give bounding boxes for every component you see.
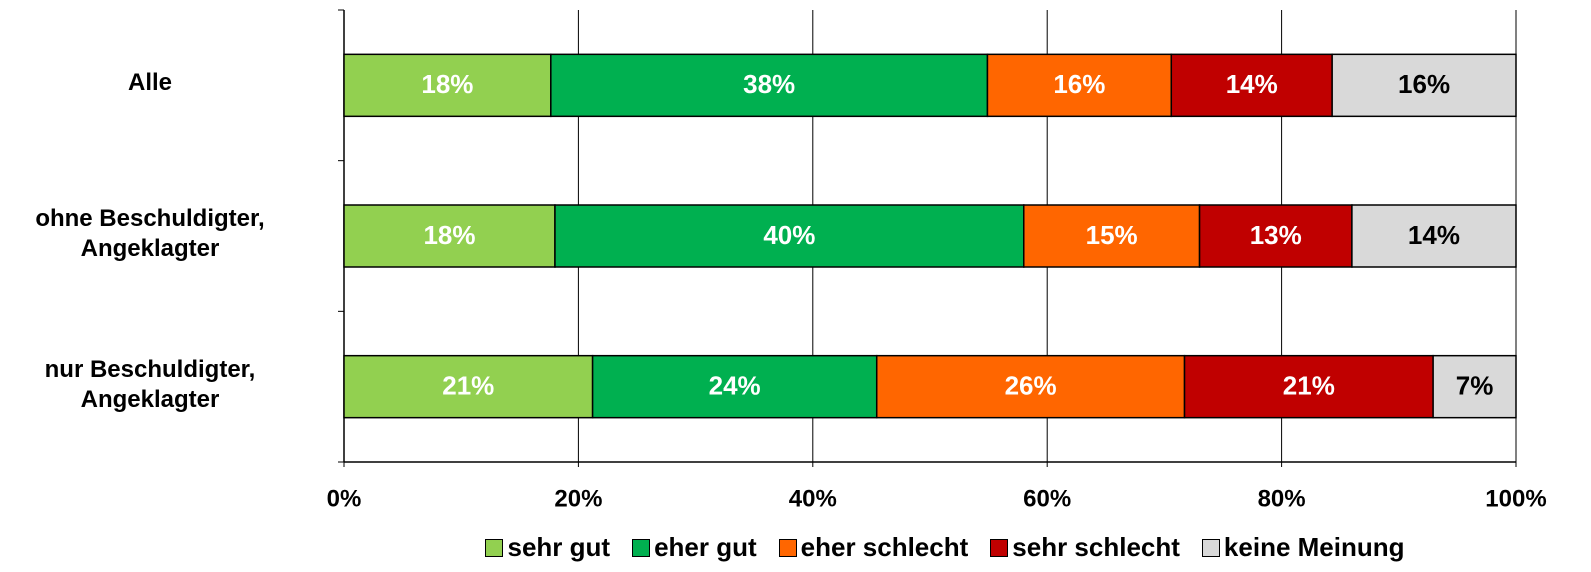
y-tick-label: Alle bbox=[127, 69, 172, 97]
legend-label: sehr gut bbox=[507, 532, 611, 562]
legend-item: sehr gut bbox=[485, 532, 610, 563]
legend-swatch bbox=[632, 538, 651, 557]
x-tick-label: 80% bbox=[1258, 485, 1306, 512]
data-label: 18% bbox=[421, 69, 473, 99]
x-tick-label: 100% bbox=[1485, 485, 1546, 512]
data-label: 24% bbox=[709, 371, 761, 401]
legend-item: keine Meinung bbox=[1201, 532, 1405, 563]
legend-label: keine Meinung bbox=[1223, 532, 1405, 562]
data-label: 16% bbox=[1398, 69, 1450, 99]
bar-segment bbox=[875, 354, 1186, 419]
legend-label: sehr schlecht bbox=[1012, 532, 1180, 562]
legend-item: sehr schlecht bbox=[990, 532, 1180, 563]
legend-item: eher gut bbox=[632, 532, 757, 563]
data-label: 14% bbox=[1226, 69, 1278, 99]
data-label: 40% bbox=[763, 220, 815, 250]
legend-swatch bbox=[485, 538, 504, 557]
x-tick-label: 60% bbox=[1023, 485, 1071, 512]
data-label: 18% bbox=[423, 220, 475, 250]
data-label: 13% bbox=[1250, 220, 1302, 250]
legend-label: eher schlecht bbox=[800, 532, 969, 562]
bar-segment bbox=[343, 53, 552, 118]
data-label: 15% bbox=[1086, 220, 1138, 250]
legend-swatch bbox=[1201, 538, 1220, 557]
legend: sehr gut eher gut eher schlecht sehr schlec… bbox=[330, 532, 1560, 563]
bar-segment bbox=[1351, 204, 1517, 268]
data-label: 16% bbox=[1053, 69, 1105, 99]
legend-swatch bbox=[990, 538, 1009, 557]
bar-segment bbox=[1023, 204, 1201, 268]
data-label: 7% bbox=[1456, 371, 1494, 401]
bar-segment bbox=[986, 53, 1173, 118]
x-tick-label: 40% bbox=[789, 485, 837, 512]
x-tick-label: 20% bbox=[554, 485, 602, 512]
y-tick-label: ohne Beschuldigter, Angeklagter bbox=[35, 205, 265, 262]
data-label: 26% bbox=[1005, 371, 1057, 401]
bar-segment bbox=[1432, 354, 1517, 419]
bar-segment bbox=[1331, 53, 1517, 118]
data-label: 21% bbox=[1283, 371, 1335, 401]
bar-segment bbox=[343, 204, 556, 268]
data-label: 38% bbox=[743, 69, 795, 99]
bar-segment bbox=[1183, 354, 1434, 419]
x-tick-label: 0% bbox=[327, 485, 362, 512]
legend-label: eher gut bbox=[654, 532, 757, 562]
data-label: 21% bbox=[442, 371, 494, 401]
legend-item: eher schlecht bbox=[778, 532, 969, 563]
legend-swatch bbox=[778, 538, 797, 557]
bar-segment bbox=[1170, 53, 1333, 118]
y-tick-label: nur Beschuldigter, Angeklagter bbox=[44, 355, 256, 413]
data-label: 14% bbox=[1408, 220, 1460, 250]
bar-segment bbox=[343, 354, 594, 419]
bar-segment bbox=[591, 354, 878, 419]
